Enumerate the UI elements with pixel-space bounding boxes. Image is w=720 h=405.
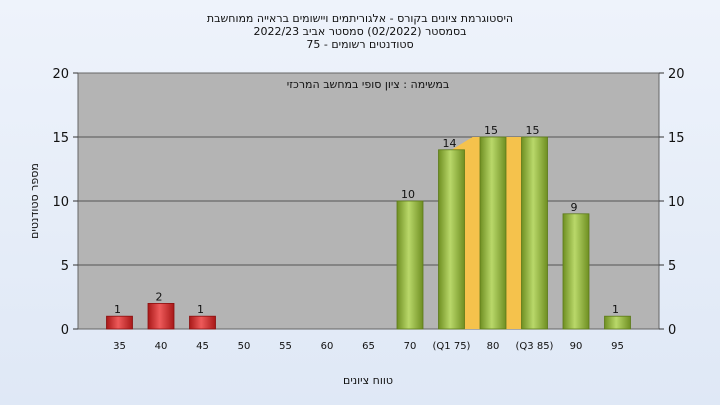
- y-tick-label-left: 5: [61, 259, 69, 274]
- y-tick-label-right: 20: [668, 67, 685, 82]
- x-tick-label: 45: [196, 341, 209, 352]
- x-tick-label: (Q3 85): [516, 341, 554, 352]
- data-label: 15: [484, 124, 498, 137]
- x-tick-label: 40: [155, 341, 168, 352]
- x-tick-label: 35: [113, 341, 126, 352]
- data-label: 14: [443, 137, 457, 150]
- y-tick-label-right: 5: [668, 259, 676, 274]
- bar-Q175: [438, 149, 465, 330]
- data-labels: 1 2 1 10 14 15 15 9 1: [114, 124, 619, 316]
- chart-title-line-3: סטודנטים רשומים - 75: [306, 38, 413, 51]
- data-label: 1: [197, 303, 204, 316]
- x-tick-label: 90: [570, 341, 583, 352]
- x-tick-label: 50: [238, 341, 251, 352]
- data-label: 9: [571, 201, 578, 214]
- grid-lines: [78, 136, 659, 266]
- bar-40: [147, 302, 175, 330]
- y-tick-label-left: 0: [61, 323, 69, 338]
- y-tick-label-left: 15: [52, 131, 69, 146]
- chart-subtitle: במשימה : ציון סופי במחשב המרכזי: [287, 78, 450, 91]
- bar-90: [562, 213, 590, 330]
- y-tick-label-left: 20: [52, 67, 69, 82]
- y-axis-label: מספר סטודנטים: [28, 163, 41, 239]
- bar-35: [106, 315, 133, 330]
- y-tick-label-right: 10: [668, 195, 685, 210]
- bar-80: [479, 136, 507, 330]
- y-tick-label-right: 0: [668, 323, 676, 338]
- data-label: 15: [526, 124, 540, 137]
- data-label: 10: [401, 188, 415, 201]
- x-tick-label: 80: [487, 341, 500, 352]
- x-tick-label: (Q1 75): [433, 341, 471, 352]
- x-axis-label: טווח ציונים: [343, 374, 393, 387]
- y-tick-label-left: 10: [52, 195, 69, 210]
- x-tick-label: 55: [279, 341, 292, 352]
- bar-70: [396, 200, 424, 330]
- data-label: 1: [114, 303, 121, 316]
- bar-95: [604, 315, 631, 330]
- y-axis-right-ticks: 0 5 10 15 20: [659, 67, 685, 338]
- y-axis-left-ticks: 0 5 10 15 20: [52, 67, 78, 338]
- y-tick-label-right: 15: [668, 131, 685, 146]
- chart-title-line-2: בסמסטר (02/2022) סמסטר אביב 2022/23: [253, 25, 466, 38]
- x-tick-label: 65: [362, 341, 375, 352]
- x-axis-ticks: 35 40 45 50 55 60 65 70 (Q1 75) 80 (Q3 85) 90 95: [113, 341, 624, 352]
- data-label: 1: [612, 303, 619, 316]
- bar-Q385: [521, 136, 548, 330]
- bar-45: [189, 315, 216, 330]
- x-tick-label: 95: [611, 341, 624, 352]
- chart-title-line-1: היסטוגרמת ציונים בקורס - אלגוריתמים וייש…: [207, 12, 513, 25]
- x-tick-label: 60: [321, 341, 334, 352]
- bars: [106, 136, 631, 330]
- data-label: 2: [156, 290, 163, 303]
- x-tick-label: 70: [404, 341, 417, 352]
